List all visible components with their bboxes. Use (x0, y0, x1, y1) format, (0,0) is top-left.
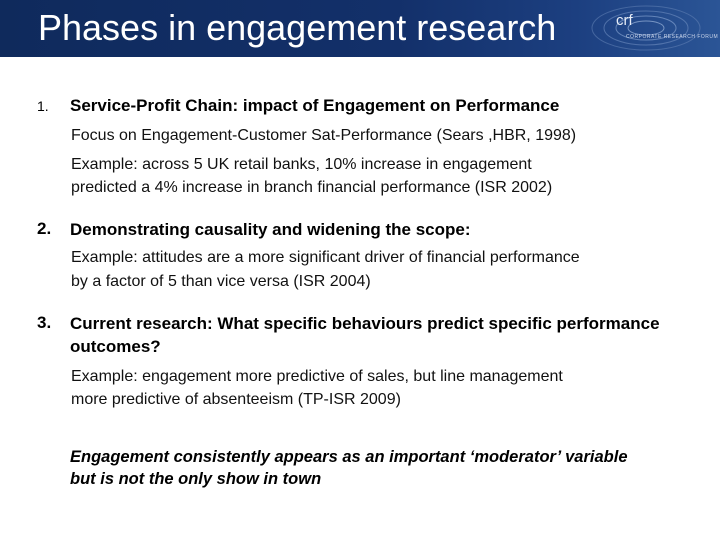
item-number: 3. (37, 313, 52, 332)
item-heading: Service-Profit Chain: impact of Engageme… (70, 96, 560, 115)
item-heading: Current research: What specific behaviou… (70, 314, 660, 333)
crf-logo-icon (591, 5, 701, 51)
closing-line: Engagement consistently appears as an im… (70, 448, 628, 466)
item-heading: outcomes? (70, 337, 161, 356)
item-number: 2. (37, 219, 52, 238)
item-number: 1. (37, 98, 49, 114)
logo-subtext: CORPORATE RESEARCH FORUM (626, 34, 719, 40)
title-bar: Phases in engagement research crf CORPOR… (0, 0, 720, 57)
item-line: Example: attitudes are a more significan… (71, 249, 580, 266)
logo-text: crf (616, 12, 633, 29)
item-line: Focus on Engagement-Customer Sat-Perform… (71, 127, 577, 144)
closing-line: but is not the only show in town (70, 470, 322, 488)
slide-title: Phases in engagement research (38, 7, 557, 48)
item-line: Example: engagement more predictive of s… (71, 368, 563, 385)
item-heading: Demonstrating causality and widening the… (70, 220, 471, 239)
item-line: by a factor of 5 than vice versa (ISR 20… (71, 273, 371, 290)
closing-statement: Engagement consistently appears as an im… (70, 446, 690, 490)
item-line: Example: across 5 UK retail banks, 10% i… (71, 156, 532, 173)
item-line: more predictive of absenteeism (TP-ISR 2… (71, 391, 401, 408)
item-line: predicted a 4% increase in branch financ… (71, 179, 553, 196)
